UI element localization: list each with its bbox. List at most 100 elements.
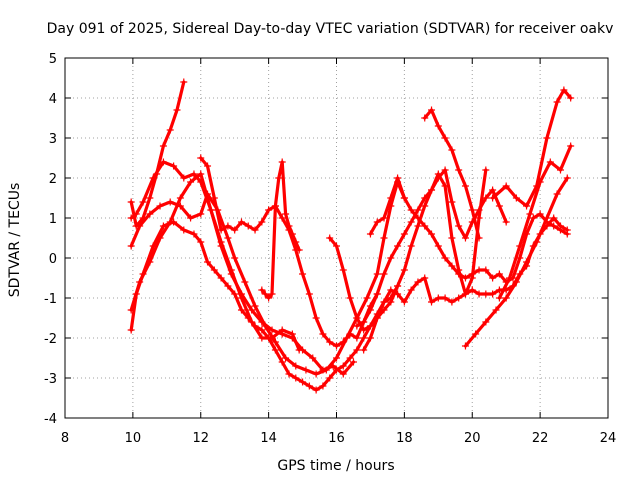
series-sat-d <box>127 218 402 394</box>
data-point-marker <box>407 242 415 250</box>
data-point-marker <box>489 274 497 282</box>
data-point-marker <box>448 146 456 154</box>
data-point-marker <box>414 222 422 230</box>
data-point-marker <box>489 194 497 202</box>
data-point-marker <box>309 354 317 362</box>
data-point-marker <box>387 194 395 202</box>
data-point-marker <box>360 334 368 342</box>
series-sat-i <box>353 166 490 330</box>
data-point-marker <box>428 186 436 194</box>
x-tick-label: 22 <box>532 431 549 446</box>
data-point-marker <box>553 98 561 106</box>
y-tick-label: 0 <box>49 252 57 267</box>
data-point-marker <box>326 234 334 242</box>
data-point-marker <box>176 194 184 202</box>
data-point-marker <box>360 318 368 326</box>
data-point-marker <box>360 346 368 354</box>
grid-layer <box>65 58 608 418</box>
series-line <box>129 172 301 352</box>
data-point-marker <box>461 234 469 242</box>
data-point-marker <box>546 158 554 166</box>
data-point-marker <box>363 294 371 302</box>
data-point-marker <box>407 286 415 294</box>
series-sat-m <box>461 174 571 350</box>
data-point-marker <box>556 222 564 230</box>
data-point-marker <box>180 174 188 182</box>
series-line <box>368 176 569 284</box>
data-point-marker <box>275 174 283 182</box>
data-point-marker <box>387 254 395 262</box>
data-point-marker <box>146 210 154 218</box>
data-point-marker <box>204 162 212 170</box>
data-point-marker <box>373 270 381 278</box>
data-point-marker <box>502 218 510 226</box>
data-point-marker <box>394 174 402 182</box>
data-point-marker <box>387 294 395 302</box>
data-point-marker <box>428 106 436 114</box>
series-sat-j <box>366 174 571 286</box>
data-point-marker <box>349 358 357 366</box>
data-point-marker <box>387 286 395 294</box>
data-point-marker <box>271 346 279 354</box>
data-point-marker <box>204 258 212 266</box>
data-point-marker <box>353 346 361 354</box>
data-point-marker <box>299 378 307 386</box>
series-sat-g <box>258 158 303 302</box>
data-point-marker <box>366 230 374 238</box>
data-point-marker <box>282 210 290 218</box>
data-point-marker <box>180 78 188 86</box>
data-point-marker <box>380 270 388 278</box>
data-point-marker <box>265 206 273 214</box>
series-sat-b <box>127 158 357 378</box>
data-point-marker <box>394 242 402 250</box>
data-point-marker <box>346 330 354 338</box>
data-point-marker <box>468 270 476 278</box>
data-point-marker <box>217 274 225 282</box>
data-point-marker <box>224 222 232 230</box>
data-point-marker <box>127 242 135 250</box>
data-point-marker <box>166 198 174 206</box>
data-point-marker <box>227 266 235 274</box>
series-line <box>328 168 508 332</box>
data-point-marker <box>448 198 456 206</box>
data-point-marker <box>292 238 300 246</box>
data-point-marker <box>421 274 429 282</box>
data-point-marker <box>529 214 537 222</box>
y-axis-label: SDTVAR / TECUs <box>7 183 23 298</box>
data-point-marker <box>237 218 245 226</box>
data-point-marker <box>441 182 449 190</box>
data-point-marker <box>567 94 575 102</box>
data-point-marker <box>127 306 135 314</box>
data-point-marker <box>159 142 167 150</box>
data-point-marker <box>407 218 415 226</box>
data-point-marker <box>339 362 347 370</box>
data-point-marker <box>237 294 245 302</box>
series-line <box>423 108 481 240</box>
x-tick-label: 8 <box>61 431 69 446</box>
data-point-marker <box>156 202 164 210</box>
data-point-marker <box>556 166 564 174</box>
x-axis-label: GPS time / hours <box>277 458 394 474</box>
data-point-marker <box>251 226 259 234</box>
data-point-marker <box>166 126 174 134</box>
data-point-marker <box>400 230 408 238</box>
data-point-marker <box>448 262 456 270</box>
data-point-marker <box>482 266 490 274</box>
data-point-marker <box>333 342 340 350</box>
data-point-marker <box>373 314 381 322</box>
data-point-marker <box>475 266 483 274</box>
data-point-marker <box>187 178 195 186</box>
x-tick-label: 24 <box>600 431 617 446</box>
data-point-marker <box>282 354 290 362</box>
data-point-marker <box>170 162 178 170</box>
data-point-marker <box>288 230 296 238</box>
data-point-marker <box>563 226 571 234</box>
series-line <box>497 144 573 300</box>
data-point-marker <box>251 302 259 310</box>
data-point-marker <box>278 158 286 166</box>
data-point-marker <box>210 194 218 202</box>
data-point-marker <box>146 194 154 202</box>
data-point-marker <box>292 362 300 370</box>
series-line <box>199 156 379 348</box>
